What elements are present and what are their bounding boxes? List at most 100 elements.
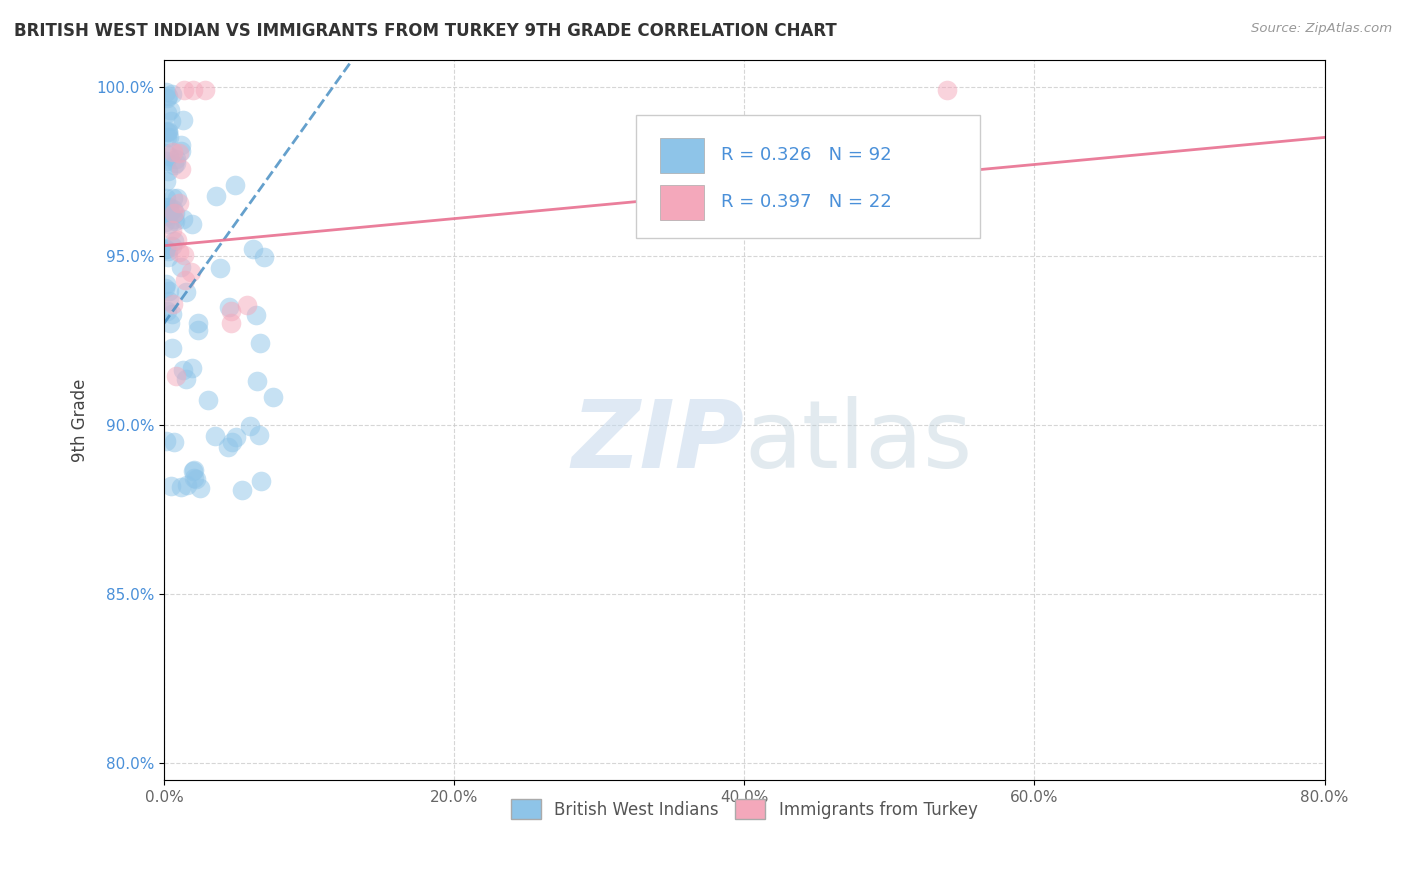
Point	[170, 145, 193, 159]
Point	[242, 243, 264, 257]
Point	[156, 129, 179, 144]
Point	[169, 195, 191, 210]
Point	[246, 374, 269, 388]
Point	[253, 250, 276, 264]
Point	[172, 212, 194, 227]
Point	[183, 463, 205, 477]
Point	[218, 300, 240, 314]
Y-axis label: 9th Grade: 9th Grade	[72, 378, 89, 462]
Point	[155, 200, 177, 214]
Legend: British West Indians, Immigrants from Turkey: British West Indians, Immigrants from Tu…	[505, 792, 984, 826]
Point	[155, 154, 177, 169]
Point	[160, 479, 183, 493]
Point	[160, 238, 183, 252]
Point	[156, 125, 179, 139]
Point	[247, 428, 270, 442]
Point	[155, 243, 177, 257]
Point	[162, 296, 184, 310]
Point	[156, 91, 179, 105]
Point	[188, 481, 211, 495]
Point	[172, 112, 194, 127]
Point	[155, 281, 177, 295]
Point	[160, 223, 183, 237]
Point	[165, 153, 187, 167]
Point	[155, 174, 177, 188]
Point	[170, 260, 193, 274]
Point	[157, 130, 180, 145]
Point	[180, 265, 202, 279]
Point	[157, 217, 180, 231]
Point	[163, 234, 186, 248]
Point	[157, 294, 180, 309]
Point	[197, 392, 219, 407]
Point	[217, 440, 239, 454]
Point	[239, 418, 262, 433]
Point	[162, 145, 184, 159]
Point	[167, 245, 190, 260]
Point	[156, 106, 179, 120]
Text: ZIP: ZIP	[571, 395, 744, 488]
Point	[205, 189, 228, 203]
Point	[936, 83, 959, 97]
Point	[245, 308, 267, 322]
Point	[163, 206, 186, 220]
FancyBboxPatch shape	[637, 115, 980, 238]
Point	[163, 205, 186, 219]
Point	[160, 87, 183, 101]
Point	[163, 158, 186, 172]
Point	[156, 125, 179, 139]
Point	[166, 233, 188, 247]
Point	[173, 248, 195, 262]
Point	[157, 89, 180, 103]
Point	[187, 316, 209, 330]
Point	[181, 83, 204, 97]
Point	[159, 205, 181, 219]
Point	[221, 435, 243, 450]
Point	[224, 178, 246, 192]
Text: R = 0.397   N = 22: R = 0.397 N = 22	[721, 194, 891, 211]
Point	[263, 391, 285, 405]
Point	[157, 250, 180, 264]
Point	[155, 190, 177, 204]
Text: atlas: atlas	[744, 395, 973, 488]
Text: R = 0.326   N = 92: R = 0.326 N = 92	[721, 146, 891, 164]
FancyBboxPatch shape	[659, 138, 703, 173]
Point	[193, 83, 215, 97]
Point	[155, 202, 177, 217]
Point	[181, 464, 204, 478]
Point	[187, 323, 209, 337]
Point	[174, 285, 197, 299]
Point	[162, 202, 184, 217]
Point	[208, 260, 231, 275]
Point	[156, 303, 179, 318]
Point	[157, 164, 180, 178]
Point	[157, 149, 180, 163]
Point	[173, 273, 195, 287]
Point	[155, 146, 177, 161]
Point	[235, 297, 257, 311]
Point	[162, 191, 184, 205]
Point	[183, 470, 205, 484]
Point	[163, 214, 186, 228]
Point	[225, 430, 247, 444]
Point	[167, 145, 190, 160]
Point	[157, 284, 180, 298]
Point	[157, 200, 180, 214]
Point	[249, 336, 271, 351]
Point	[231, 483, 253, 497]
Point	[159, 103, 181, 118]
Point	[165, 369, 187, 384]
Point	[170, 480, 193, 494]
Point	[159, 114, 181, 128]
Point	[170, 162, 193, 177]
Text: BRITISH WEST INDIAN VS IMMIGRANTS FROM TURKEY 9TH GRADE CORRELATION CHART: BRITISH WEST INDIAN VS IMMIGRANTS FROM T…	[14, 22, 837, 40]
Point	[155, 277, 177, 291]
Point	[173, 83, 195, 97]
Point	[172, 363, 194, 377]
Point	[176, 478, 198, 492]
Point	[159, 316, 181, 330]
Point	[170, 138, 193, 153]
Point	[166, 191, 188, 205]
Point	[163, 212, 186, 227]
Point	[155, 434, 177, 449]
